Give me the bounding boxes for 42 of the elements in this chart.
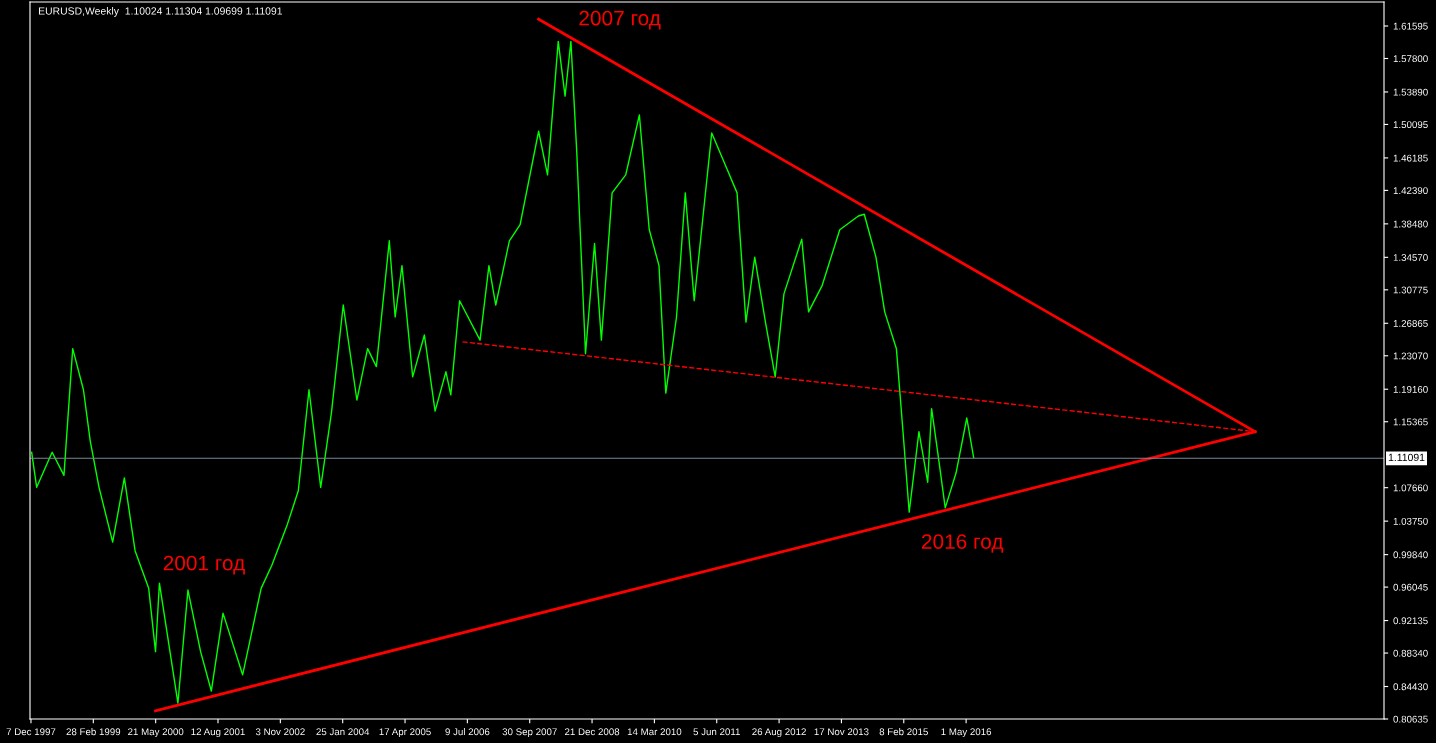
y-tick-label: 1.07660 <box>1393 484 1428 492</box>
y-tick-label: 1.34570 <box>1393 254 1428 261</box>
y-tick-label: 1.57800 <box>1393 55 1428 63</box>
x-tick-label: 30 Sep 2007 <box>502 728 557 738</box>
x-tick-label: 25 Jan 2004 <box>316 728 370 736</box>
y-tick-label: 1.23070 <box>1393 352 1428 360</box>
y-tick-label: 1.03750 <box>1393 517 1428 525</box>
x-tick-label: 21 May 2000 <box>128 728 184 738</box>
x-tick-label: 14 Mar 2010 <box>627 728 682 736</box>
x-tick-label: 21 Dec 2008 <box>564 728 620 736</box>
annotation: 2016 год <box>921 534 1004 553</box>
x-tick-label: 17 Apr 2005 <box>379 728 431 738</box>
x-tick-label: 1 May 2016 <box>941 728 992 738</box>
y-tick-label: 0.88340 <box>1393 649 1428 657</box>
x-tick-label: 5 Jun 2011 <box>693 728 740 736</box>
y-tick-label: 0.96045 <box>1393 583 1428 591</box>
y-tick-label: 0.84430 <box>1393 683 1428 691</box>
y-tick-label: 0.99840 <box>1393 551 1428 559</box>
x-tick-label: 8 Feb 2015 <box>879 728 928 736</box>
x-tick-label: 17 Nov 2013 <box>814 728 869 736</box>
y-tick-label: 0.80635 <box>1393 715 1428 723</box>
y-tick-label: 1.26865 <box>1393 320 1428 327</box>
ref-line-label: 1.11091 <box>1388 453 1425 462</box>
y-tick-label: 1.50095 <box>1393 121 1428 129</box>
x-tick-label: 3 Nov 2002 <box>255 728 305 736</box>
chart-title: EURUSD,Weekly 1.10024 1.11304 1.09699 1.11091 <box>38 7 283 17</box>
y-tick-label: 1.15365 <box>1393 418 1428 426</box>
x-tick-label: 12 Aug 2001 <box>191 728 245 738</box>
annotation: 2001 год <box>163 555 245 575</box>
x-tick-label: 9 Jul 2006 <box>445 728 490 736</box>
y-tick-label: 1.19160 <box>1393 385 1428 393</box>
y-tick-label: 1.61595 <box>1393 22 1428 30</box>
x-tick-label: 26 Aug 2012 <box>752 728 806 738</box>
x-tick-label: 7 Dec 1997 <box>6 728 56 736</box>
y-tick-label: 1.30775 <box>1393 286 1428 294</box>
y-tick-label: 1.42390 <box>1393 187 1428 195</box>
x-tick-label: 28 Feb 1999 <box>66 728 121 736</box>
y-tick-label: 1.46185 <box>1393 154 1428 162</box>
y-tick-label: 1.38480 <box>1393 220 1428 228</box>
annotation: 2007 год <box>579 10 661 30</box>
y-tick-label: 0.92135 <box>1393 617 1428 625</box>
y-tick-label: 1.53890 <box>1393 88 1428 96</box>
